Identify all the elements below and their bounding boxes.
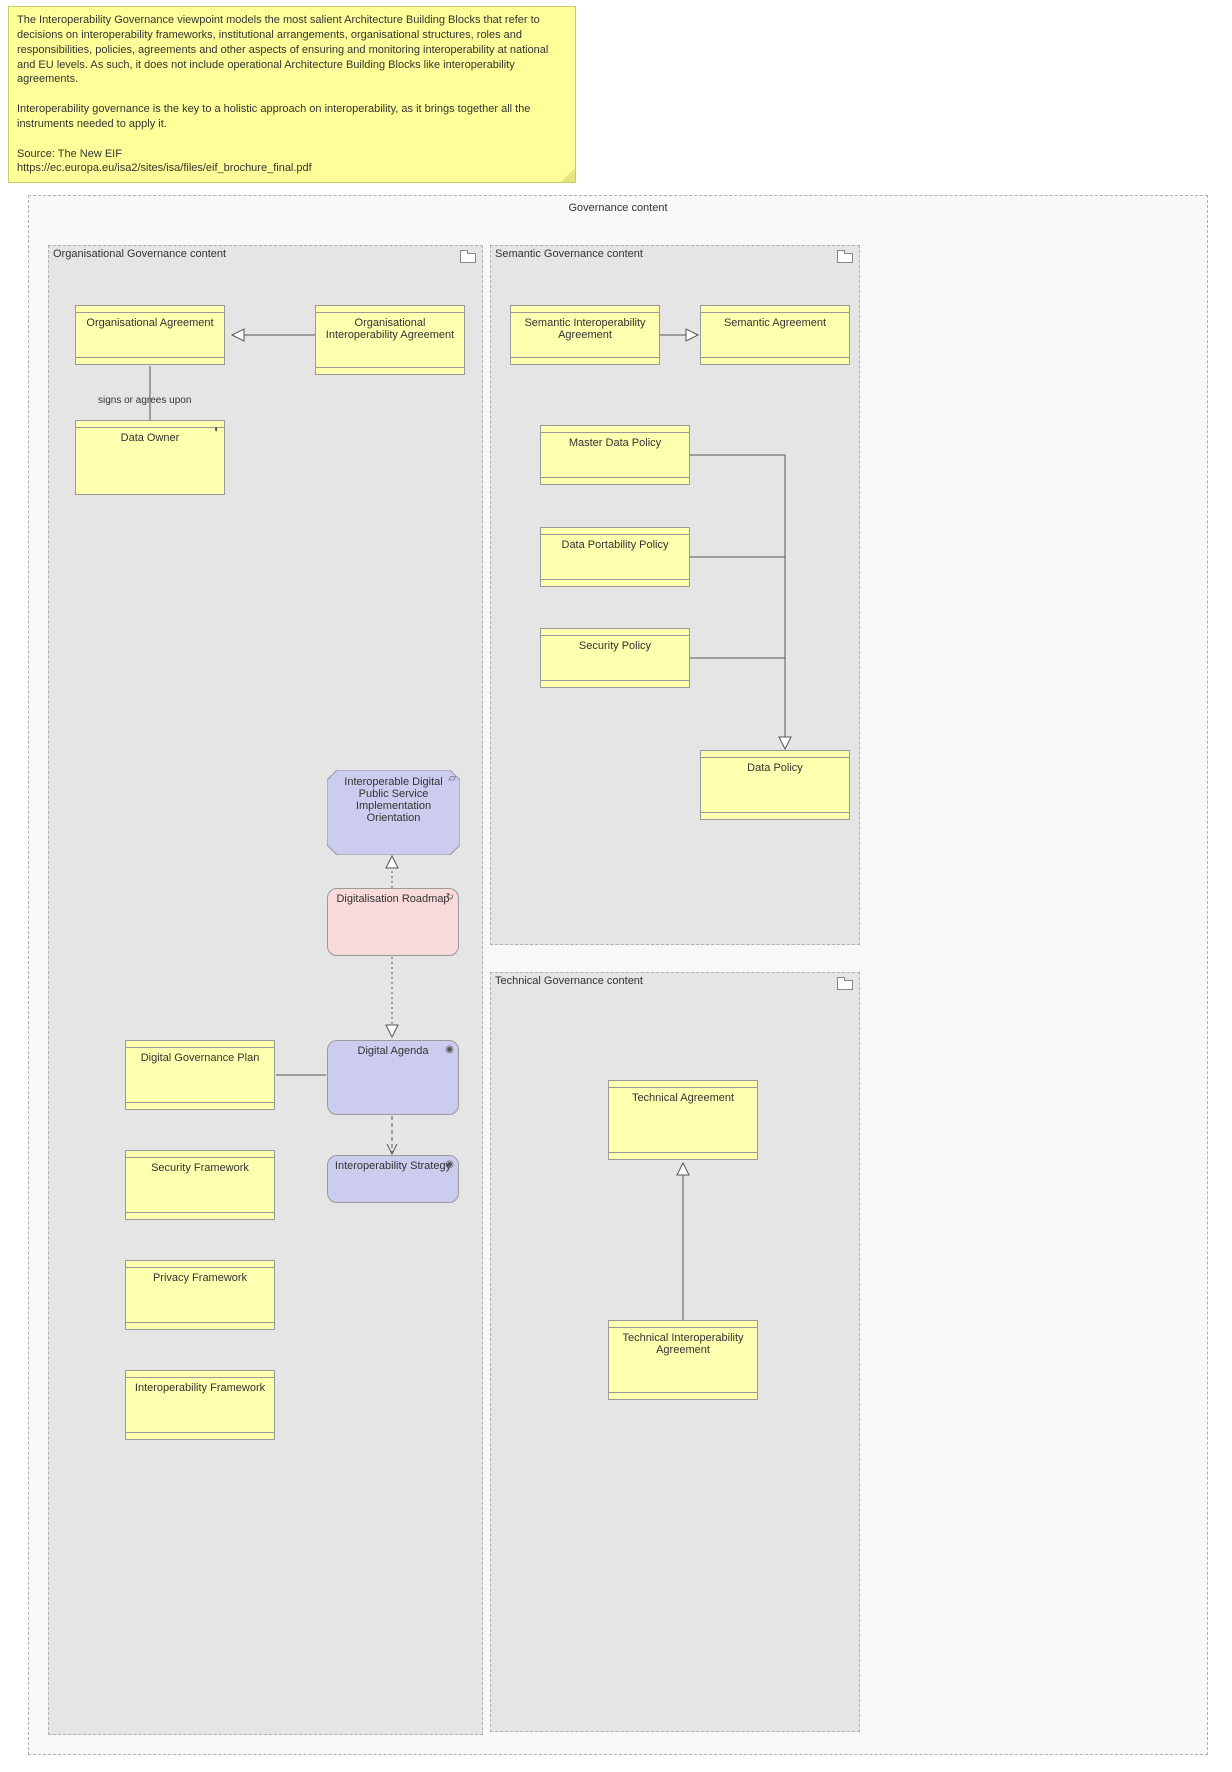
element-header-bar: [541, 528, 689, 535]
element-label: Security Policy: [541, 636, 689, 656]
element-label: Data Owner: [76, 428, 224, 448]
element-label: Organisational Interoperability Agreemen…: [316, 313, 464, 345]
element-data-policy[interactable]: Data Policy: [700, 750, 850, 820]
note-line: Interoperability governance is the key t…: [17, 102, 567, 132]
element-header-bar: [701, 306, 849, 313]
element-header-bar: [541, 629, 689, 636]
element-footer-bar: [701, 357, 849, 364]
element-header-bar: [76, 421, 224, 428]
element-tech-interop-agree[interactable]: Technical Interoperability Agreement: [608, 1320, 758, 1400]
element-label: Data Policy: [701, 758, 849, 778]
element-roadmap[interactable]: Digitalisation Roadmap↻: [327, 888, 459, 956]
element-footer-bar: [609, 1392, 757, 1399]
element-label: Master Data Policy: [541, 433, 689, 453]
element-type-icon: ▱: [448, 773, 456, 784]
element-label: Digital Governance Plan: [126, 1048, 274, 1068]
element-header-bar: [609, 1081, 757, 1088]
element-org-interop-agreement[interactable]: Organisational Interoperability Agreemen…: [315, 305, 465, 375]
element-master-data-policy[interactable]: Master Data Policy: [540, 425, 690, 485]
element-header-bar: [126, 1041, 274, 1048]
element-label: Privacy Framework: [126, 1268, 274, 1288]
element-footer-bar: [541, 680, 689, 687]
element-interop-framework[interactable]: Interoperability Framework: [125, 1370, 275, 1440]
element-label: Technical Agreement: [609, 1088, 757, 1108]
element-label: Organisational Agreement: [76, 313, 224, 333]
element-sec-policy[interactable]: Security Policy: [540, 628, 690, 688]
element-label: Technical Interoperability Agreement: [609, 1328, 757, 1360]
element-header-bar: [541, 426, 689, 433]
element-footer-bar: [541, 477, 689, 484]
note-line: https://ec.europa.eu/isa2/sites/isa/file…: [17, 161, 567, 176]
note-line: Source: The New EIF: [17, 147, 567, 162]
element-header-bar: [126, 1261, 274, 1268]
element-label: Semantic Agreement: [701, 313, 849, 333]
element-header-bar: [511, 306, 659, 313]
note-line: The Interoperability Governance viewpoin…: [17, 13, 567, 87]
element-sec-framework[interactable]: Security Framework: [125, 1150, 275, 1220]
element-header-bar: [126, 1151, 274, 1158]
element-type-icon: ◉: [445, 1159, 454, 1170]
outer-group-title: Governance content: [568, 202, 667, 214]
element-label: Semantic Interoperability Agreement: [511, 313, 659, 345]
element-footer-bar: [701, 812, 849, 819]
element-header-bar: [126, 1371, 274, 1378]
element-footer-bar: [511, 357, 659, 364]
sem-group-title: Semantic Governance content: [495, 248, 643, 260]
folder-icon: [460, 250, 476, 262]
element-footer-bar: [126, 1432, 274, 1439]
note-line: [17, 87, 567, 102]
element-header-bar: [316, 306, 464, 313]
element-footer-bar: [609, 1152, 757, 1159]
element-type-icon: ◐: [214, 424, 220, 435]
element-label: Interoperability Framework: [126, 1378, 274, 1398]
element-interop-strategy[interactable]: Interoperability Strategy◉: [327, 1155, 459, 1203]
info-note: The Interoperability Governance viewpoin…: [8, 6, 576, 183]
element-tech-agreement[interactable]: Technical Agreement: [608, 1080, 758, 1160]
element-sem-interop-agreement[interactable]: Semantic Interoperability Agreement: [510, 305, 660, 365]
element-sem-agreement[interactable]: Semantic Agreement: [700, 305, 850, 365]
element-idpsio[interactable]: Interoperable Digital Public Service Imp…: [327, 770, 460, 855]
element-type-icon: ↻: [446, 892, 454, 903]
edge-label: signs or agrees upon: [98, 395, 191, 406]
element-label: Security Framework: [126, 1158, 274, 1178]
element-org-agreement[interactable]: Organisational Agreement: [75, 305, 225, 365]
element-label: Data Portability Policy: [541, 535, 689, 555]
element-header-bar: [609, 1321, 757, 1328]
element-footer-bar: [76, 357, 224, 364]
element-data-port-policy[interactable]: Data Portability Policy: [540, 527, 690, 587]
element-footer-bar: [316, 367, 464, 374]
element-footer-bar: [126, 1322, 274, 1329]
element-label: Digital Agenda: [328, 1041, 458, 1061]
element-label: Digitalisation Roadmap: [328, 889, 458, 909]
element-data-owner[interactable]: Data Owner◐: [75, 420, 225, 495]
element-footer-bar: [126, 1102, 274, 1109]
element-footer-bar: [541, 579, 689, 586]
element-label: Interoperable Digital Public Service Imp…: [333, 776, 454, 824]
element-header-bar: [701, 751, 849, 758]
element-type-icon: ◉: [445, 1044, 454, 1055]
element-header-bar: [76, 306, 224, 313]
folder-icon: [837, 977, 853, 989]
element-dig-agenda[interactable]: Digital Agenda◉: [327, 1040, 459, 1115]
element-footer-bar: [126, 1212, 274, 1219]
org-group-title: Organisational Governance content: [53, 248, 226, 260]
element-priv-framework[interactable]: Privacy Framework: [125, 1260, 275, 1330]
element-dig-gov-plan[interactable]: Digital Governance Plan: [125, 1040, 275, 1110]
folder-icon: [837, 250, 853, 262]
note-line: [17, 132, 567, 147]
tech-group-title: Technical Governance content: [495, 975, 643, 987]
element-label: Interoperability Strategy: [328, 1156, 458, 1176]
